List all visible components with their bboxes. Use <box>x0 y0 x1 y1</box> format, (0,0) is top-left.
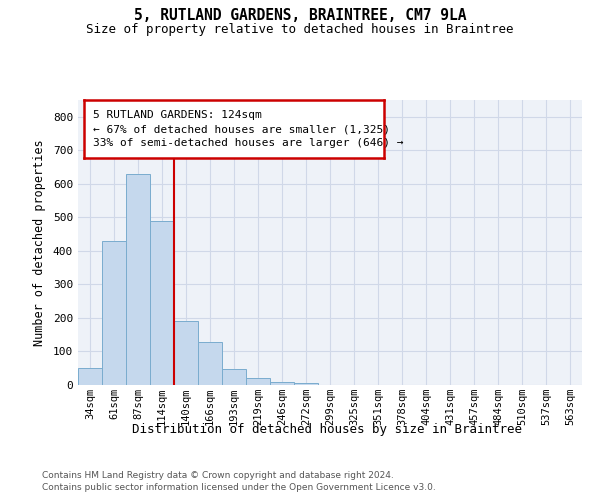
Text: 5, RUTLAND GARDENS, BRAINTREE, CM7 9LA: 5, RUTLAND GARDENS, BRAINTREE, CM7 9LA <box>134 8 466 22</box>
Bar <box>222 369 246 385</box>
Bar <box>246 378 270 385</box>
Bar <box>198 342 222 385</box>
Y-axis label: Number of detached properties: Number of detached properties <box>33 139 46 346</box>
Bar <box>270 382 294 385</box>
Bar <box>174 320 198 385</box>
Bar <box>150 220 174 385</box>
Bar <box>102 241 126 385</box>
Text: Size of property relative to detached houses in Braintree: Size of property relative to detached ho… <box>86 22 514 36</box>
Bar <box>78 368 102 385</box>
Text: Distribution of detached houses by size in Braintree: Distribution of detached houses by size … <box>132 422 522 436</box>
Bar <box>294 384 318 385</box>
Bar <box>126 174 150 385</box>
Text: 5 RUTLAND GARDENS: 124sqm
← 67% of detached houses are smaller (1,325)
33% of se: 5 RUTLAND GARDENS: 124sqm ← 67% of detac… <box>93 110 404 148</box>
Text: Contains HM Land Registry data © Crown copyright and database right 2024.: Contains HM Land Registry data © Crown c… <box>42 471 394 480</box>
Text: Contains public sector information licensed under the Open Government Licence v3: Contains public sector information licen… <box>42 484 436 492</box>
